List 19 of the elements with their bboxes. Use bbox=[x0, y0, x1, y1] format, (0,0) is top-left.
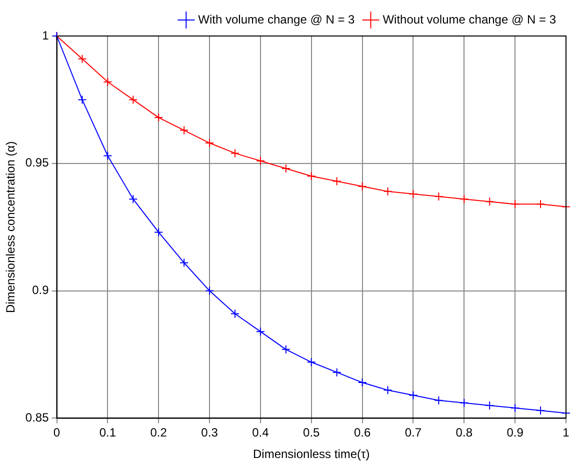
y-tick-label: 0.85 bbox=[25, 410, 50, 425]
y-tick-label: 0.95 bbox=[25, 156, 50, 170]
y-tick-label: 0.9 bbox=[32, 283, 50, 298]
x-tick-label: 0.2 bbox=[150, 426, 168, 440]
legend-label: With volume change @ N = 3 bbox=[198, 12, 356, 26]
x-tick-label: 1 bbox=[562, 426, 570, 440]
x-tick-label: 0.8 bbox=[456, 426, 473, 440]
x-tick-label: 0.9 bbox=[506, 426, 524, 440]
x-tick-label: 0.6 bbox=[354, 426, 371, 440]
x-tick-label: 0.1 bbox=[99, 426, 116, 440]
x-tick-label: 0 bbox=[53, 426, 60, 440]
x-axis-title: Dimensionless time(τ) bbox=[252, 447, 370, 462]
x-tick-label: 0.3 bbox=[201, 426, 218, 440]
y-axis-title: Dimensionless concentration (α) bbox=[4, 141, 18, 313]
legend-label: Without volume change @ N = 3 bbox=[382, 12, 556, 26]
x-tick-label: 0.5 bbox=[303, 426, 320, 440]
y-tick-label: 1 bbox=[42, 28, 50, 42]
x-tick-label: 0.7 bbox=[404, 426, 422, 440]
x-tick-label: 0.4 bbox=[252, 426, 270, 440]
